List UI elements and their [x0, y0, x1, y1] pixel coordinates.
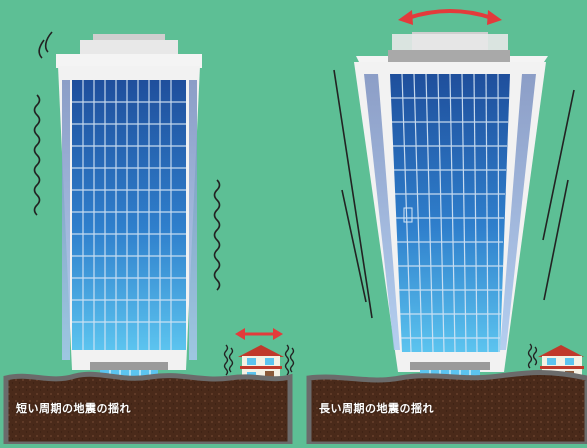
left-vibration-lines-icon — [223, 344, 295, 376]
left-caption: 短い周期の地震の揺れ — [16, 402, 131, 415]
right-ground — [306, 369, 587, 447]
left-sway-lines — [33, 31, 221, 291]
right-caption: 長い周期の地震の揺れ — [319, 402, 434, 415]
left-high-rise-building — [56, 34, 202, 382]
right-scene — [306, 9, 587, 447]
right-double-headed-arrow-icon — [398, 9, 502, 25]
right-vibration-lines-icon — [527, 343, 538, 369]
left-double-headed-arrow-icon — [235, 328, 283, 340]
right-sway-lines — [333, 69, 575, 319]
right-high-rise-building — [354, 32, 548, 382]
left-scene — [3, 31, 295, 447]
left-ground — [3, 371, 293, 447]
